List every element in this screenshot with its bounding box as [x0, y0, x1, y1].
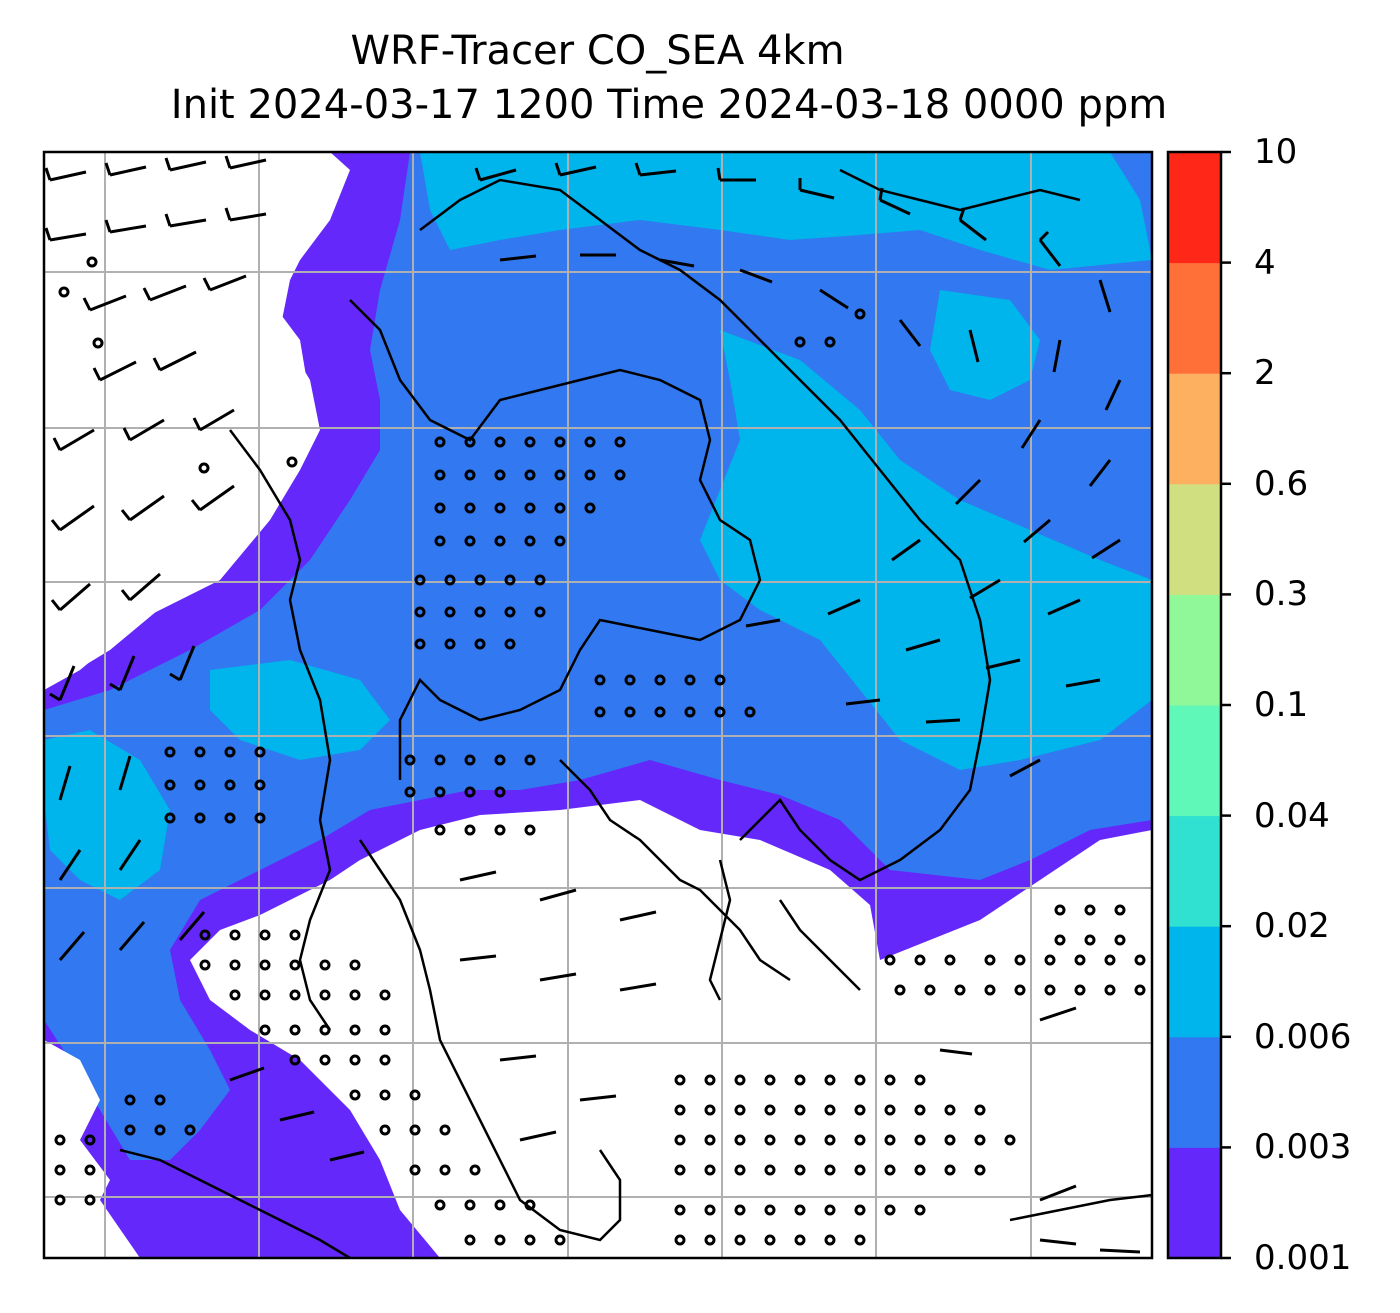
field-band-0.006-north — [420, 152, 1152, 270]
colorbar-tick-label: 0.006 — [1254, 1016, 1352, 1057]
map-coastlines — [119, 168, 1152, 1258]
colorbar-segment — [1168, 152, 1221, 264]
calm-wind-markers — [54, 256, 1146, 1246]
colorbar-tick-label: 0.1 — [1254, 685, 1309, 725]
map-frame — [42, 150, 1154, 1260]
field-band-0.006-ring — [930, 290, 1040, 400]
colorbar-segment — [1168, 1147, 1221, 1259]
colorbar-tick-label: 0.003 — [1254, 1127, 1352, 1168]
colorbar — [1168, 152, 1221, 1259]
wind-barbs — [44, 155, 1141, 1254]
colorbar-tick-label: 4 — [1254, 242, 1276, 283]
colorbar-tick-label: 10 — [1254, 132, 1298, 172]
colorbar-segment — [1168, 373, 1221, 485]
colorbar-segment — [1168, 1036, 1221, 1148]
map-title: WRF-Tracer CO_SEA 4km — [350, 28, 845, 74]
colorbar-segment — [1168, 815, 1221, 927]
colorbar-tick-label: 2 — [1254, 353, 1276, 394]
colorbar-segment — [1168, 483, 1221, 595]
colorbar-segment — [1168, 705, 1221, 817]
map-canvas — [44, 152, 1152, 1258]
colorbar-ticks — [1221, 150, 1231, 1260]
colorbar-tick-label: 0.3 — [1254, 574, 1309, 615]
colorbar-segment — [1168, 926, 1221, 1038]
colorbar-tick-label: 0.04 — [1254, 795, 1330, 836]
colorbar-segment — [1168, 594, 1221, 706]
colorbar-tick-label: 0.6 — [1254, 463, 1309, 504]
colorbar-segment — [1168, 262, 1221, 374]
map-subtitle: Init 2024-03-17 1200 Time 2024-03-18 000… — [170, 82, 1168, 128]
colorbar-tick-label: 0.02 — [1254, 906, 1330, 947]
field-band-0.006-east — [700, 330, 1152, 770]
colorbar-tick-label: 0.001 — [1254, 1238, 1352, 1278]
map-gridlines — [44, 152, 1152, 1258]
field-clear-south — [200, 820, 1152, 1258]
